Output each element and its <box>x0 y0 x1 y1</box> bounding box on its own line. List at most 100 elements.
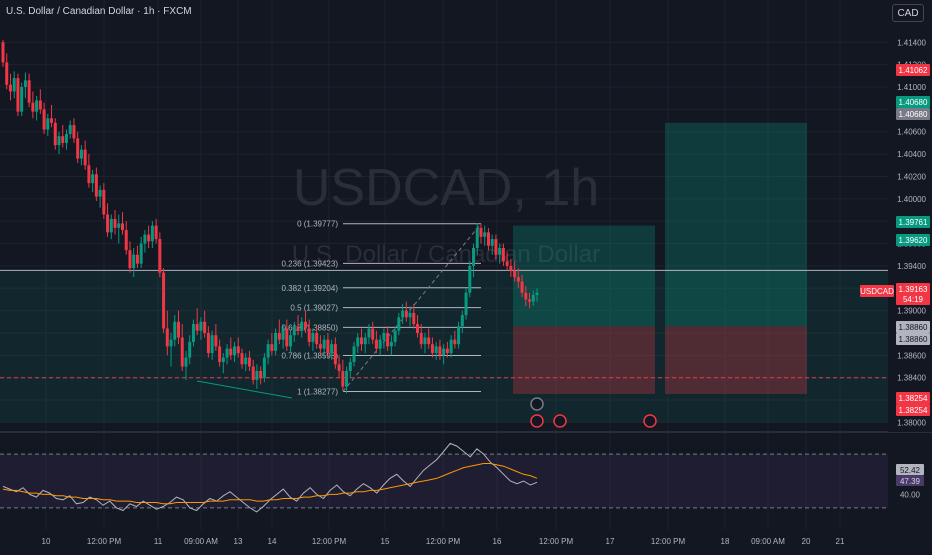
candle[interactable] <box>46 118 50 130</box>
candle[interactable] <box>389 341 393 347</box>
candle[interactable] <box>513 270 517 278</box>
candle[interactable] <box>516 277 520 282</box>
candle[interactable] <box>401 310 405 318</box>
candle[interactable] <box>472 248 476 266</box>
candle[interactable] <box>404 310 408 318</box>
candle[interactable] <box>124 230 128 251</box>
candle[interactable] <box>68 125 72 134</box>
candle[interactable] <box>296 326 300 331</box>
candle[interactable] <box>117 223 121 228</box>
candle[interactable] <box>236 346 240 354</box>
candle[interactable] <box>427 337 431 345</box>
candle[interactable] <box>27 80 31 103</box>
candle[interactable] <box>195 324 199 331</box>
candle[interactable] <box>449 339 453 354</box>
candle[interactable] <box>177 321 181 338</box>
candle[interactable] <box>303 321 307 329</box>
candle[interactable] <box>442 348 446 356</box>
candle[interactable] <box>225 348 229 358</box>
candle[interactable] <box>359 337 363 345</box>
candle[interactable] <box>23 80 27 88</box>
symbol-tag[interactable] <box>860 285 894 297</box>
earnings-icon[interactable] <box>530 414 544 428</box>
candle[interactable] <box>292 326 296 336</box>
candle[interactable] <box>274 332 278 351</box>
candle[interactable] <box>356 337 360 347</box>
candle[interactable] <box>79 149 83 159</box>
candle[interactable] <box>20 87 24 112</box>
candle[interactable] <box>233 346 237 356</box>
candle[interactable] <box>281 328 285 340</box>
candle[interactable] <box>53 122 57 146</box>
candle[interactable] <box>300 321 304 331</box>
candle[interactable] <box>128 250 132 269</box>
candle[interactable] <box>289 335 293 347</box>
candle[interactable] <box>531 294 535 302</box>
candle[interactable] <box>150 225 154 242</box>
candle[interactable] <box>285 328 289 347</box>
candle[interactable] <box>457 326 461 345</box>
trend-line[interactable] <box>196 380 293 399</box>
candle[interactable] <box>378 339 382 349</box>
candle[interactable] <box>307 328 311 342</box>
candle[interactable] <box>382 332 386 340</box>
candle[interactable] <box>210 335 214 354</box>
candle[interactable] <box>453 339 457 345</box>
candle[interactable] <box>109 218 113 233</box>
candle[interactable] <box>270 344 274 351</box>
candle[interactable] <box>419 332 423 345</box>
candle[interactable] <box>188 341 192 358</box>
candle[interactable] <box>251 366 255 380</box>
candle[interactable] <box>5 62 9 85</box>
candle[interactable] <box>173 321 177 340</box>
candle[interactable] <box>244 357 248 365</box>
candle[interactable] <box>322 339 326 349</box>
candle[interactable] <box>240 353 244 365</box>
candle[interactable] <box>12 78 16 92</box>
candle[interactable] <box>214 335 218 347</box>
candle[interactable] <box>87 165 91 184</box>
candle[interactable] <box>1 42 5 63</box>
candle[interactable] <box>147 234 151 242</box>
candle[interactable] <box>520 281 524 293</box>
price-axis[interactable]: 1.414001.412001.410001.408001.406001.404… <box>888 0 932 432</box>
candle[interactable] <box>162 272 166 329</box>
candle[interactable] <box>490 239 494 246</box>
candle[interactable] <box>184 357 188 367</box>
candle[interactable] <box>475 227 479 249</box>
candle[interactable] <box>206 332 210 354</box>
candle[interactable] <box>76 138 80 159</box>
candle[interactable] <box>113 218 117 228</box>
candle[interactable] <box>318 344 322 349</box>
candle[interactable] <box>229 348 233 356</box>
candle[interactable] <box>416 324 420 333</box>
candle[interactable] <box>8 84 12 92</box>
candle[interactable] <box>494 239 498 255</box>
candle[interactable] <box>438 346 442 356</box>
time-axis[interactable]: 10 12:00 PM 11 09:00 AM 13 14 12:00 PM 15 12:00 … <box>0 531 932 550</box>
candle[interactable] <box>505 261 509 266</box>
rsi-ma-line[interactable] <box>2 463 538 505</box>
candle[interactable] <box>191 324 195 342</box>
candle[interactable] <box>393 330 397 342</box>
candle[interactable] <box>50 118 54 123</box>
candle[interactable] <box>94 174 98 197</box>
candle[interactable] <box>311 332 315 342</box>
profit-zone[interactable] <box>513 225 655 327</box>
candle[interactable] <box>72 125 76 139</box>
candle[interactable] <box>106 214 110 233</box>
candle[interactable] <box>430 344 434 354</box>
candle[interactable] <box>445 348 449 354</box>
candle[interactable] <box>247 357 251 367</box>
candle[interactable] <box>165 328 169 347</box>
candle[interactable] <box>341 370 345 387</box>
candle[interactable] <box>38 100 42 110</box>
candle[interactable] <box>371 328 375 340</box>
candle[interactable] <box>460 315 464 327</box>
candle[interactable] <box>255 370 259 380</box>
candle[interactable] <box>330 344 334 354</box>
candle[interactable] <box>363 337 367 345</box>
candle[interactable] <box>345 370 349 387</box>
candle[interactable] <box>486 232 490 246</box>
